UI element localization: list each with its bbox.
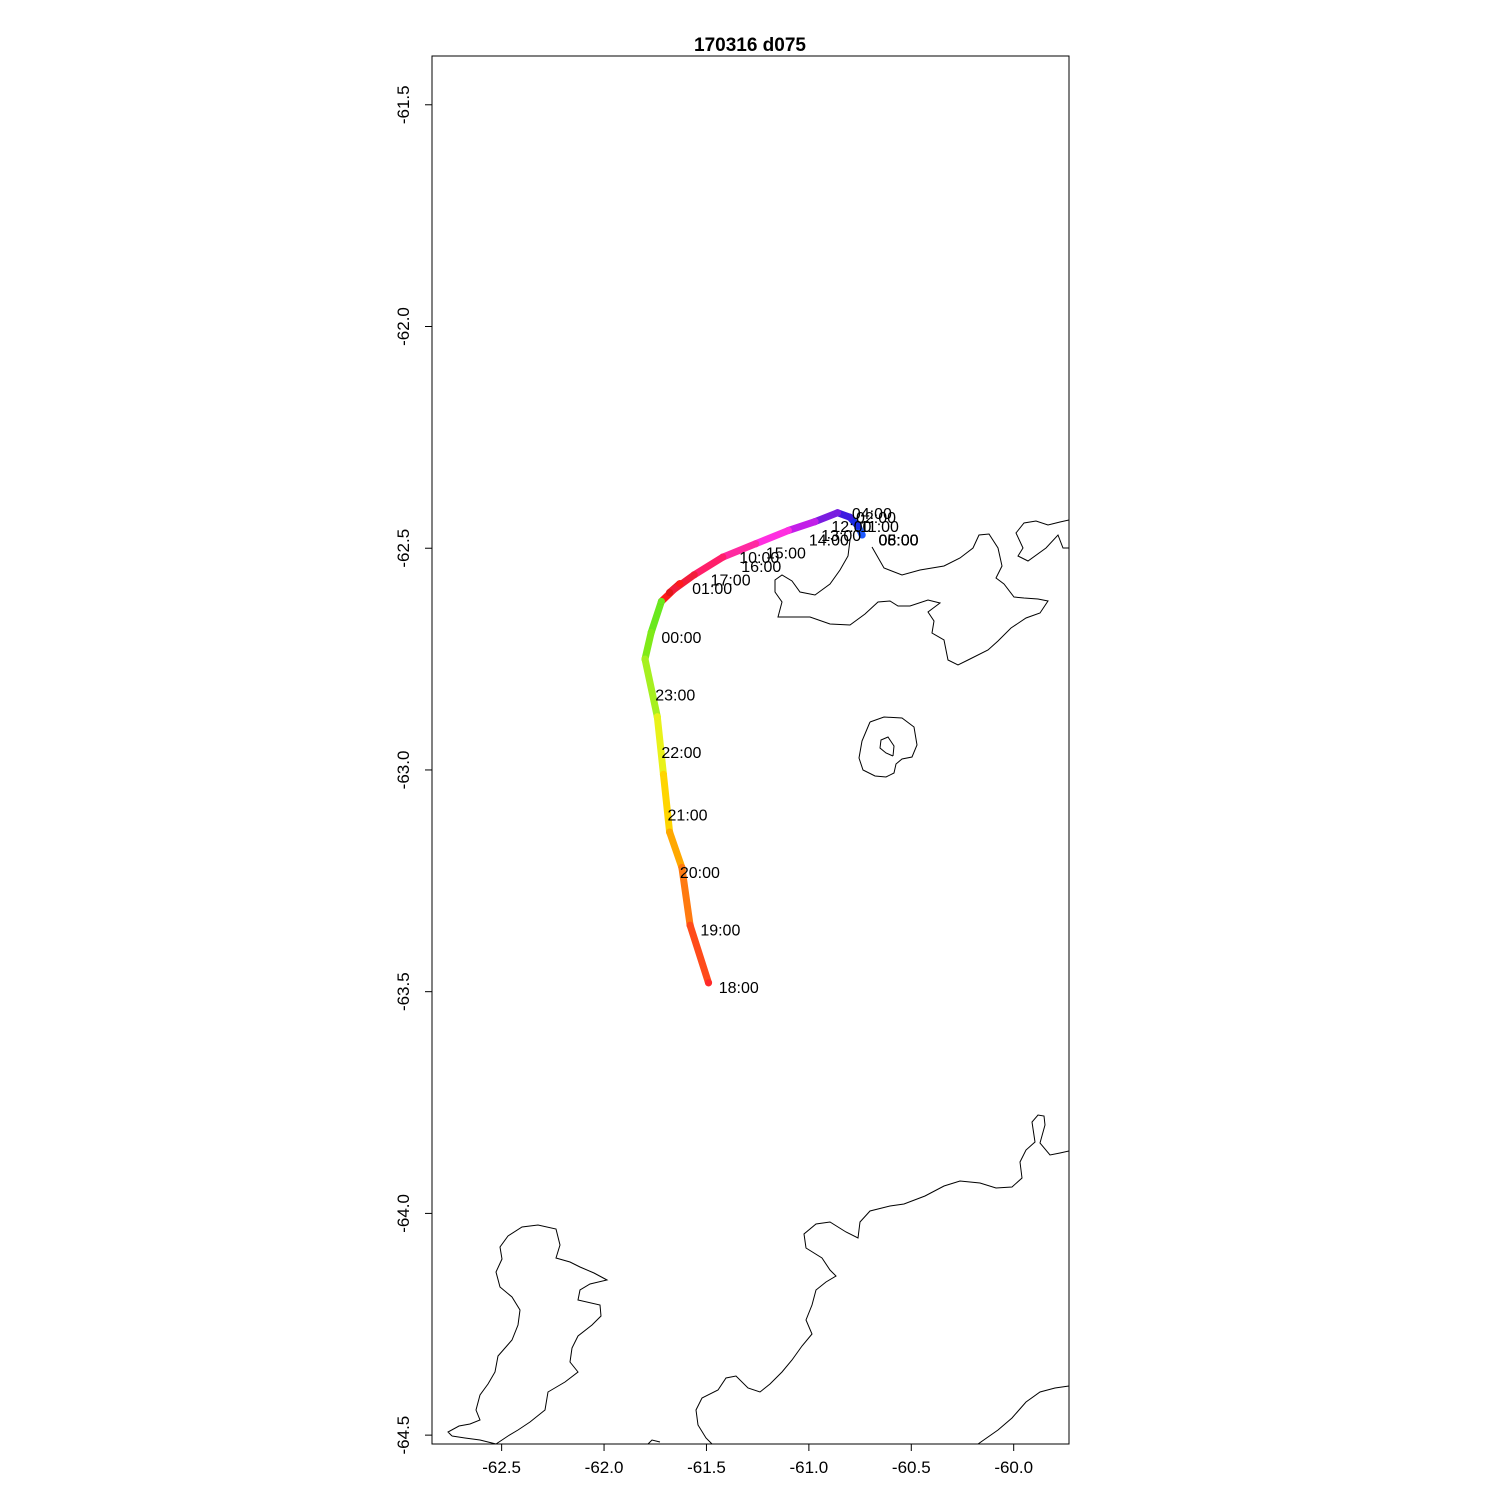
track-segment (653, 713, 667, 778)
track-segment (690, 553, 727, 579)
time-label: 08:00 (879, 532, 919, 549)
track-segment (686, 921, 713, 987)
track-point (752, 540, 760, 548)
y-tick-label: -64.5 (394, 1416, 413, 1455)
time-label: 23:00 (655, 688, 695, 705)
track-point (686, 921, 694, 929)
track-segment (641, 628, 655, 663)
track-segment (752, 526, 792, 548)
track-point (659, 770, 668, 778)
track-segment (666, 828, 686, 872)
x-tick-label: -62.0 (585, 1458, 624, 1477)
plot-frame (431, 55, 1070, 1445)
x-tick-label: -61.0 (789, 1458, 828, 1477)
time-label: 11:00 (860, 519, 899, 536)
track-point (858, 531, 866, 539)
y-tick-label: -63.0 (394, 751, 413, 790)
time-label: 13:00 (821, 528, 861, 545)
y-tick-label: -64.0 (394, 1194, 413, 1233)
time-label: 04:00 (852, 506, 892, 523)
track-point (647, 628, 655, 637)
track-segment (678, 864, 694, 929)
track-point (846, 513, 854, 521)
time-label: 18:00 (719, 980, 759, 997)
track-point (657, 597, 666, 606)
time-label: 02:00 (856, 510, 896, 527)
time-label: 20:00 (680, 865, 720, 882)
track-point (690, 571, 698, 579)
time-label: 15:00 (766, 546, 806, 563)
x-tick-label: -60.5 (892, 1458, 931, 1477)
track-point (784, 526, 792, 535)
coastline-south-left (447, 1224, 661, 1444)
track-segment (784, 518, 819, 534)
time-labels: 18:00 19:00 20:00 21:00 22:00 23:00 00:00 01:00… (655, 506, 918, 997)
time-label: 05:00 (879, 532, 919, 549)
x-tick-label: -60.0 (994, 1458, 1033, 1477)
map-title: 170316 d075 (694, 35, 806, 56)
time-label: 14:00 (809, 532, 849, 549)
y-tick-label: -61.5 (394, 85, 413, 124)
time-label: 12:00 (831, 519, 871, 536)
track-point (704, 979, 713, 987)
track-segment (719, 540, 760, 561)
time-label: 10:00 (739, 550, 779, 567)
track-point (833, 509, 842, 517)
track-segment (811, 509, 842, 526)
time-label: 00:00 (661, 630, 701, 647)
time-label: 16:00 (741, 559, 781, 576)
y-tick-label: -63.5 (394, 972, 413, 1011)
coastline-island (858, 716, 918, 778)
time-label: 01:00 (692, 581, 732, 598)
track-point (665, 828, 674, 836)
track-point (676, 580, 684, 588)
track-point (641, 655, 649, 663)
ship-track (641, 509, 866, 987)
y-tick-label: -62.0 (394, 307, 413, 346)
time-label: 22:00 (661, 745, 701, 762)
track-segment (647, 597, 665, 636)
coastlines (447, 519, 1069, 1444)
track-point (653, 713, 661, 721)
x-tick-label: -61.5 (687, 1458, 726, 1477)
time-label: 21:00 (668, 807, 708, 824)
track-segment (641, 655, 661, 721)
coastline-north-island (774, 519, 1069, 666)
track-point (665, 588, 674, 597)
time-label: 06:00 (879, 532, 919, 549)
time-label: 19:00 (700, 923, 740, 940)
coastline-south-right (695, 1114, 1069, 1444)
y-tick-label: -62.5 (394, 529, 413, 568)
track-point (719, 553, 727, 561)
x-tick-label: -62.5 (482, 1458, 521, 1477)
track-point (854, 522, 862, 530)
track-point (811, 518, 819, 526)
axes: -62.5 -62.0 -61.5 -61.0 -60.5 -60.0 -61.5 -62.0… (394, 85, 1033, 1477)
time-label: 17:00 (711, 572, 751, 589)
track-point (678, 863, 686, 872)
track-segment (659, 770, 674, 836)
